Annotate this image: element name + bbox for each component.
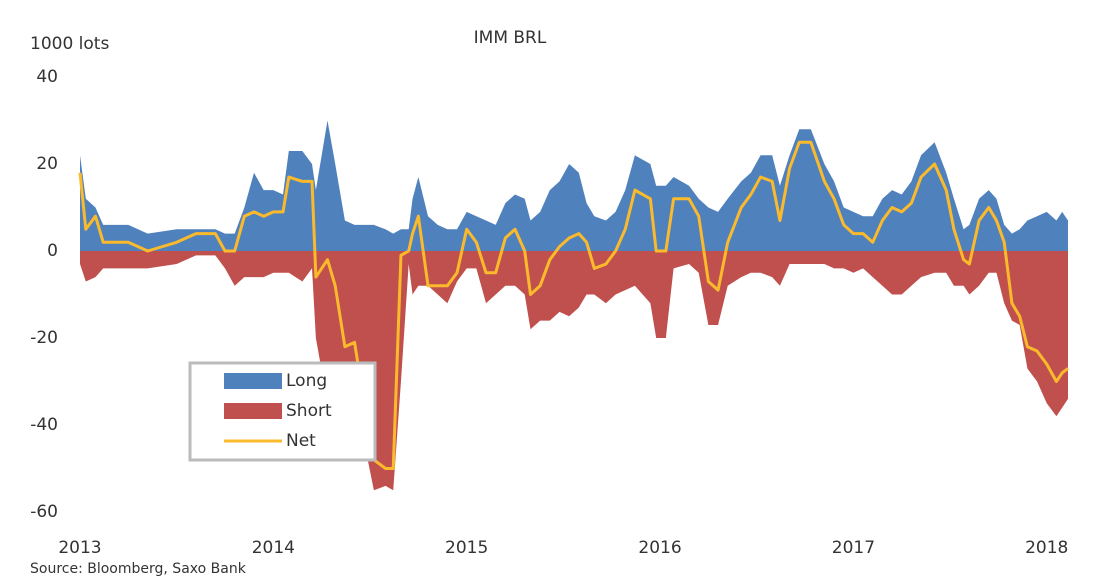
x-tick-label: 2013 [58,538,101,558]
legend-swatch [224,403,282,419]
y-tick-label: -60 [30,502,58,522]
area [80,251,1068,491]
y-tick-label: -40 [30,415,58,435]
x-tick-label: 2015 [445,538,488,558]
y-tick-label: 0 [47,241,58,261]
legend-box [188,361,377,462]
chart-title: IMM BRL [474,28,547,48]
x-tick-label: 2014 [252,538,295,558]
x-tick-label: 2016 [638,538,681,558]
legend-label: Long [286,371,327,391]
y-axis-label: 1000 lots [30,34,109,54]
source: Source: Bloomberg, Saxo Bank [30,561,247,577]
y-tick-label: 40 [36,67,58,87]
y-tick-label: 20 [36,154,58,174]
line [78,140,1069,470]
legend-label: Net [286,431,316,451]
x-tick-label: 2017 [832,538,875,558]
x-tick-label: 2018 [1025,538,1068,558]
legend-swatch [224,373,282,389]
y-tick-label: -20 [30,328,58,348]
area [80,120,1068,251]
legend-label: Short [286,401,332,421]
